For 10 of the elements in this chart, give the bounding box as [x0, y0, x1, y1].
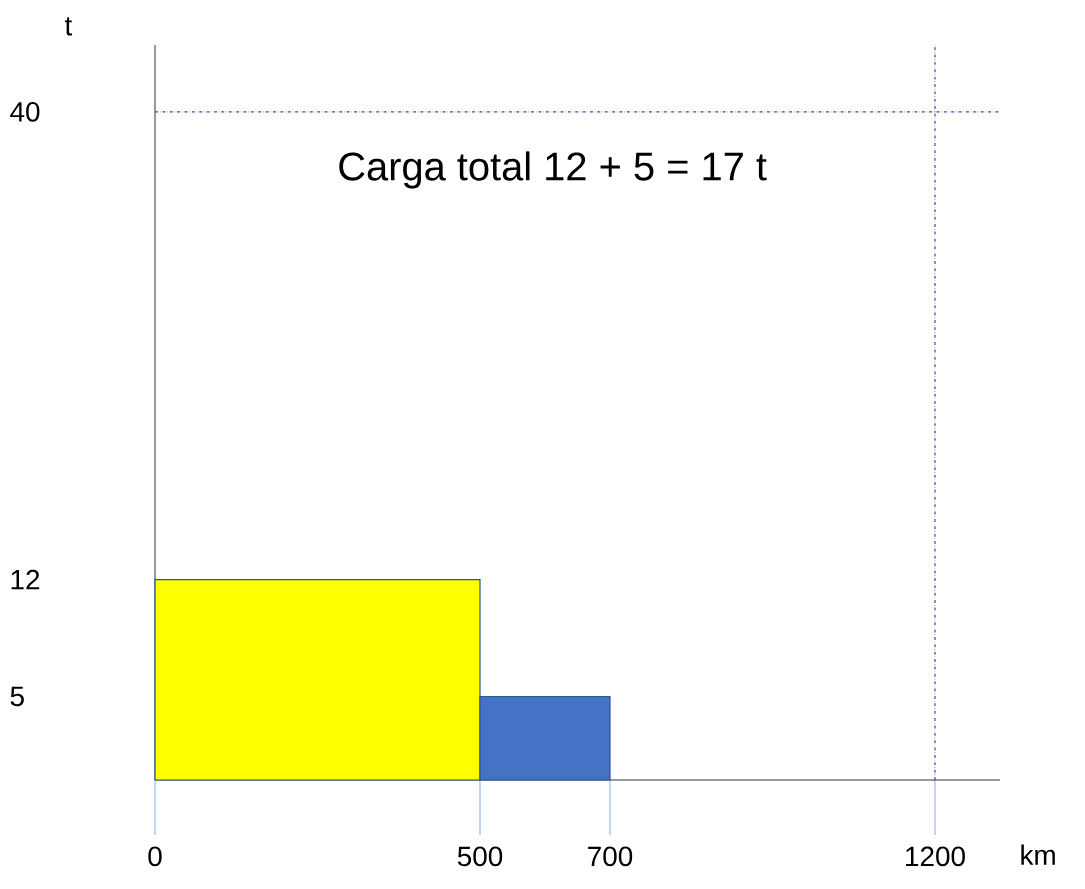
x-tick-label: 500	[457, 846, 503, 867]
y-tick-label: 5	[10, 686, 24, 707]
annotation: Carga total 12 + 5 = 17 t	[339, 151, 767, 189]
y-tick-label: 12	[11, 569, 40, 590]
x-tick-label: 0	[148, 846, 162, 867]
x-tick-label: 1200	[906, 846, 965, 867]
y-axis-title: t	[64, 17, 73, 36]
x-tick-label: 700	[588, 846, 633, 867]
x-axis-title: km	[1021, 844, 1055, 865]
y-tick-label: 40	[10, 101, 40, 122]
